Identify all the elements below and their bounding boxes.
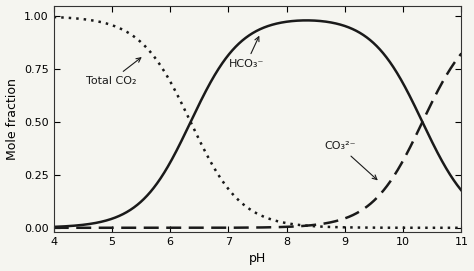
X-axis label: pH: pH xyxy=(249,253,266,265)
Y-axis label: Mole fraction: Mole fraction xyxy=(6,78,18,160)
Text: CO₃²⁻: CO₃²⁻ xyxy=(325,141,377,180)
Text: HCO₃⁻: HCO₃⁻ xyxy=(228,37,264,69)
Text: Total CO₂: Total CO₂ xyxy=(86,58,141,86)
